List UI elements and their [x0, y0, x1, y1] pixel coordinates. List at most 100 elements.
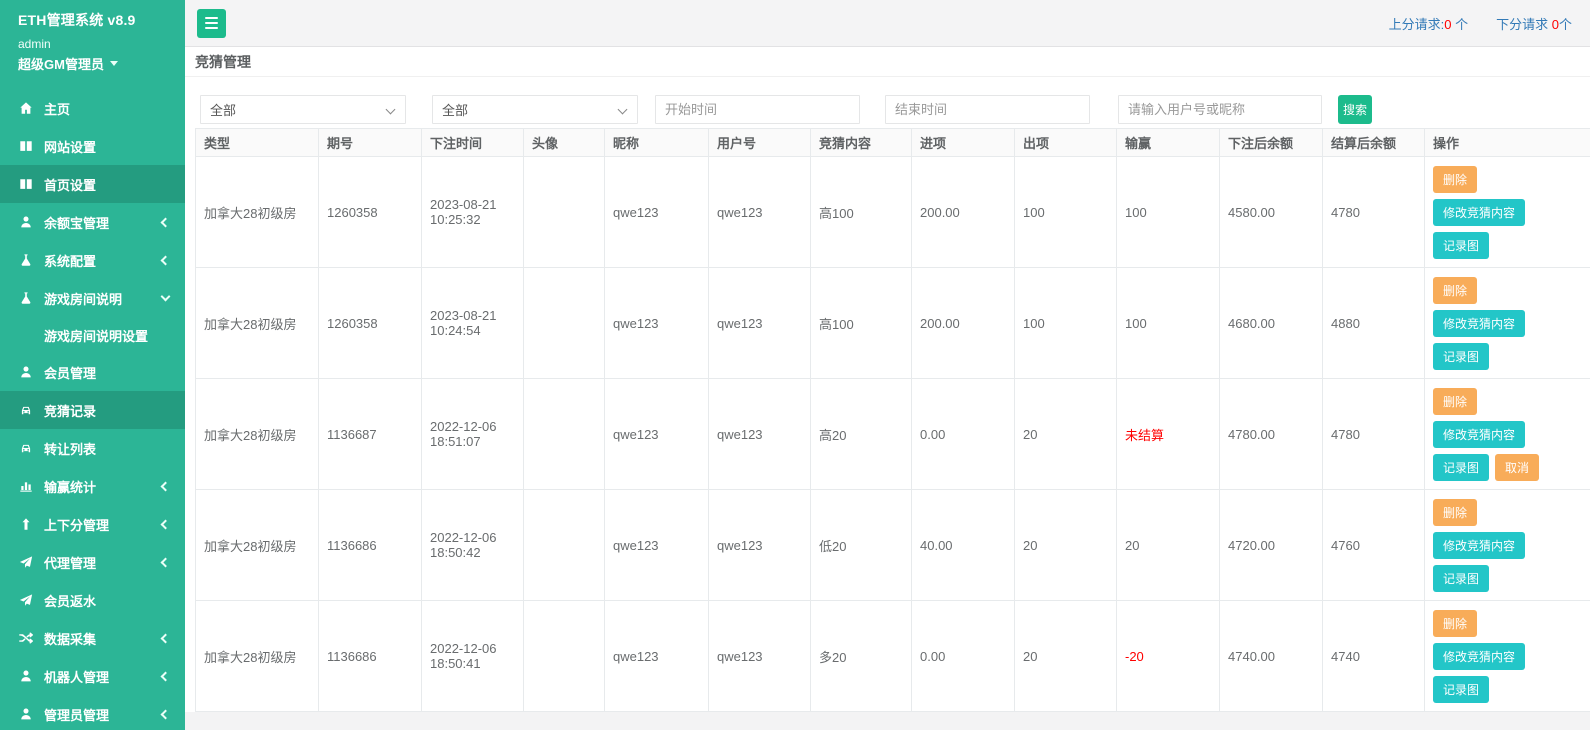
delete-button[interactable]: 删除: [1433, 609, 1478, 637]
cell-bet_time: 2022-12-06 18:50:42: [421, 489, 524, 601]
paper-plane-icon: [18, 592, 34, 608]
sidebar-item-系统配置[interactable]: 系统配置: [0, 241, 185, 279]
column-header-昵称: 昵称: [604, 128, 709, 157]
cell-user_id: qwe123: [708, 267, 811, 379]
column-header-用户号: 用户号: [708, 128, 811, 157]
user-search-input[interactable]: [1118, 95, 1322, 124]
up-score-request-link[interactable]: 上分请求:0 个: [1388, 16, 1469, 32]
menu-toggle-button[interactable]: [197, 8, 226, 38]
sidebar-item-代理管理[interactable]: 代理管理: [0, 543, 185, 581]
delete-button[interactable]: 删除: [1433, 276, 1478, 304]
cell-avatar: [523, 489, 605, 601]
sidebar-item-会员管理[interactable]: 会员管理: [0, 353, 185, 391]
car-icon: [18, 402, 34, 418]
arrow-up-icon: [18, 516, 34, 532]
sidebar-item-转让列表[interactable]: 转让列表: [0, 429, 185, 467]
room-filter-select[interactable]: 全部: [432, 95, 638, 124]
sidebar-item-label: 机器人管理: [44, 669, 110, 685]
cell-bet_content: 高100: [810, 156, 912, 268]
user-icon: [18, 706, 34, 722]
sidebar-item-label: 管理员管理: [44, 707, 110, 723]
cell-issue: 1260358: [318, 267, 422, 379]
sidebar-item-label: 首页设置: [44, 177, 97, 193]
cell-balance_after_settle: 4780: [1322, 378, 1425, 490]
sidebar-item-label: 转让列表: [44, 441, 97, 457]
cell-in_amount: 200.00: [911, 267, 1015, 379]
sidebar-item-输赢统计[interactable]: 输赢统计: [0, 467, 185, 505]
chevron-left-icon: [160, 671, 171, 682]
sidebar-item-游戏房间说明[interactable]: 游戏房间说明: [0, 279, 185, 317]
sidebar-item-机器人管理[interactable]: 机器人管理: [0, 657, 185, 695]
modify-bet-content-button[interactable]: 修改竞猜内容: [1433, 642, 1526, 670]
cell-win_lose: 20: [1116, 489, 1220, 601]
record-image-button[interactable]: 记录图: [1433, 342, 1490, 370]
cell-out_amount: 20: [1014, 600, 1117, 712]
cell-out_amount: 20: [1014, 378, 1117, 490]
cell-bet_time: 2023-08-21 10:25:32: [421, 156, 524, 268]
sidebar-item-主页[interactable]: 主页: [0, 89, 185, 127]
delete-button[interactable]: 删除: [1433, 498, 1478, 526]
sidebar-item-label: 会员管理: [44, 365, 97, 381]
column-header-类型: 类型: [195, 128, 319, 157]
sidebar-item-label: 主页: [44, 101, 71, 117]
cell-issue: 1260358: [318, 156, 422, 268]
cell-balance_after_settle: 4740: [1322, 600, 1425, 712]
up-request-count: 0: [1444, 16, 1452, 32]
column-header-结算后余额: 结算后余额: [1322, 128, 1425, 157]
sidebar-item-网站设置[interactable]: 网站设置: [0, 127, 185, 165]
modify-bet-content-button[interactable]: 修改竞猜内容: [1433, 531, 1526, 559]
topbar-links: 上分请求:0 个 下分请求 0个: [1389, 14, 1572, 33]
cell-nickname: qwe123: [604, 489, 709, 601]
role-dropdown[interactable]: 超级GM管理员: [18, 54, 167, 73]
cell-user_id: qwe123: [708, 156, 811, 268]
sidebar-item-首页设置[interactable]: 首页设置: [0, 165, 185, 203]
columns-icon: [18, 176, 34, 192]
sidebar-item-会员返水[interactable]: 会员返水: [0, 581, 185, 619]
record-image-button[interactable]: 记录图: [1433, 675, 1490, 703]
cancel-button[interactable]: 取消: [1495, 453, 1540, 481]
cell-win_lose: -20: [1116, 600, 1220, 712]
sidebar-item-余额宝管理[interactable]: 余额宝管理: [0, 203, 185, 241]
sidebar-item-label: 网站设置: [44, 139, 97, 155]
chevron-down-icon: [385, 104, 396, 115]
record-image-button[interactable]: 记录图: [1433, 231, 1490, 259]
cell-bet_time: 2022-12-06 18:50:41: [421, 600, 524, 712]
hamburger-icon: [205, 17, 218, 19]
title-bar: 竞猜管理: [185, 47, 1590, 77]
record-image-button[interactable]: 记录图: [1433, 453, 1490, 481]
sidebar-item-label: 系统配置: [44, 253, 97, 269]
cell-balance_after_bet: 4720.00: [1219, 489, 1323, 601]
modify-bet-content-button[interactable]: 修改竞猜内容: [1433, 198, 1526, 226]
modify-bet-content-button[interactable]: 修改竞猜内容: [1433, 309, 1526, 337]
modify-bet-content-button[interactable]: 修改竞猜内容: [1433, 420, 1526, 448]
cell-balance_after_bet: 4740.00: [1219, 600, 1323, 712]
end-time-input[interactable]: [885, 95, 1090, 124]
cell-balance_after_settle: 4780: [1322, 156, 1425, 268]
page-title: 竞猜管理: [195, 53, 251, 70]
cell-issue: 1136686: [318, 489, 422, 601]
top-bar: 上分请求:0 个 下分请求 0个: [185, 0, 1590, 47]
sidebar-item-管理员管理[interactable]: 管理员管理: [0, 695, 185, 730]
column-header-进项: 进项: [911, 128, 1015, 157]
delete-button[interactable]: 删除: [1433, 165, 1478, 193]
user-icon: [18, 668, 34, 684]
column-header-下注后余额: 下注后余额: [1219, 128, 1323, 157]
cell-bet_content: 多20: [810, 600, 912, 712]
search-button[interactable]: 搜索: [1338, 95, 1372, 124]
chevron-left-icon: [160, 481, 171, 492]
record-image-button[interactable]: 记录图: [1433, 564, 1490, 592]
sidebar-subitem-游戏房间说明设置[interactable]: 游戏房间说明设置: [44, 328, 149, 344]
sidebar-item-竞猜记录[interactable]: 竞猜记录: [0, 391, 185, 429]
sidebar-item-上下分管理[interactable]: 上下分管理: [0, 505, 185, 543]
delete-button[interactable]: 删除: [1433, 387, 1478, 415]
down-score-request-link[interactable]: 下分请求 0个: [1496, 16, 1572, 32]
shuffle-icon: [18, 630, 34, 646]
type-filter-select[interactable]: 全部: [200, 95, 406, 124]
cell-in_amount: 40.00: [911, 489, 1015, 601]
sidebar-header: ETH管理系统 v8.9 admin 超级GM管理员: [0, 0, 185, 81]
cell-nickname: qwe123: [604, 267, 709, 379]
cell-user_id: qwe123: [708, 600, 811, 712]
sidebar-item-label: 输赢统计: [44, 479, 97, 495]
sidebar-item-数据采集[interactable]: 数据采集: [0, 619, 185, 657]
start-time-input[interactable]: [655, 95, 860, 124]
